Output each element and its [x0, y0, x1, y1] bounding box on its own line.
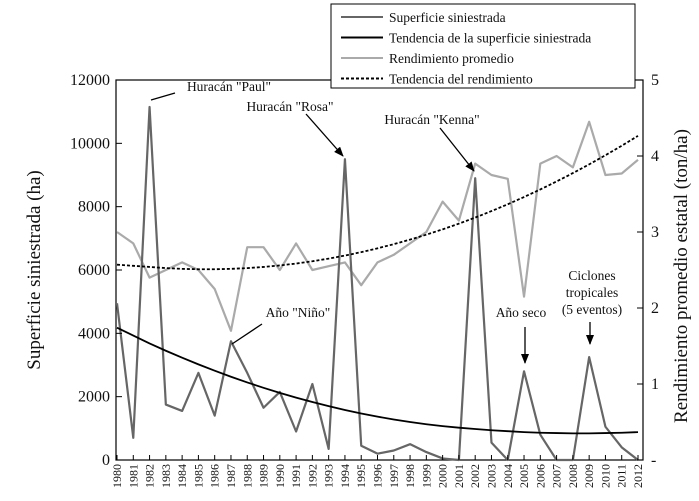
- x-axis-tick-label: 1984: [175, 464, 189, 488]
- x-axis-tick-label: 2010: [598, 464, 612, 488]
- left-axis-tick-label: 12000: [70, 72, 110, 89]
- legend: Superficie siniestrada Tendencia de la su…: [330, 3, 636, 89]
- left-axis-tick-label: 8000: [78, 199, 110, 216]
- annotation-ciclones-text: tropicales: [566, 285, 618, 300]
- x-axis-tick-label: 1995: [354, 464, 368, 488]
- x-axis-tick-label: 2000: [436, 464, 450, 488]
- right-axis-tick-label: 2: [651, 300, 659, 317]
- x-axis-tick-label: 2008: [566, 464, 580, 488]
- x-axis-tick-label: 2004: [501, 464, 515, 488]
- plot-frame: [115, 79, 644, 461]
- x-axis-tick-label: 2007: [550, 464, 564, 488]
- left-axis-tick-label: 10000: [70, 135, 110, 152]
- series-line-1: [116, 326, 639, 435]
- x-axis-tick-label: 1982: [143, 464, 157, 488]
- x-axis-tick-label: 1988: [240, 464, 254, 488]
- left-axis-tick-label: 4000: [78, 325, 110, 342]
- x-axis-tick-label: 2002: [468, 464, 482, 488]
- legend-label: Tendencia de la superficie siniestrada: [389, 31, 591, 46]
- left-axis-tick-label: 6000: [78, 262, 110, 279]
- series-line-2: [116, 120, 639, 332]
- annotation-kenna-arrow: [439, 127, 475, 172]
- x-axis-tick-label: 1981: [126, 464, 140, 488]
- annotation-nino-text: Año "Niño": [266, 305, 331, 320]
- x-axis-tick-label: 1980: [110, 464, 124, 488]
- x-axis-tick-label: 1987: [224, 464, 238, 488]
- x-axis-tick-label: 1999: [419, 464, 433, 488]
- series-layer: [115, 105, 639, 462]
- x-axis-tick-label: 1997: [387, 464, 401, 488]
- x-axis-tick-label: 2006: [533, 464, 547, 488]
- left-axis-tick-label: 0: [102, 452, 110, 469]
- x-axis-tick-label: 1993: [322, 464, 336, 488]
- legend-label: Rendimiento promedio: [389, 51, 514, 66]
- x-axis-tick-label: 2012: [631, 464, 645, 488]
- x-axis-tick-label: 1985: [191, 464, 205, 488]
- x-axis-tick-label: 2001: [452, 464, 466, 488]
- plot-area: [115, 79, 644, 461]
- annotation-ciclones-text: (5 eventos): [562, 302, 622, 317]
- annotation-seco-text: Año seco: [496, 305, 547, 320]
- right-axis-tick-label: -: [651, 452, 656, 469]
- right-axis-tick-label: 4: [651, 148, 659, 165]
- x-axis-tick-label: 2009: [582, 464, 596, 488]
- annotation-rosa-arrow: [305, 113, 344, 157]
- annotation-paul-text: Huracán "Paul": [187, 79, 271, 94]
- annotation-layer: Huracán "Paul" Huracán "Rosa" Huracán "Ken…: [150, 79, 622, 364]
- x-axis-tick-label: 1998: [403, 464, 417, 488]
- right-axis-title: Rendimiento promedio estatal (ton/ha): [671, 129, 692, 423]
- series-line-3: [116, 135, 639, 271]
- right-axis-tick-label: 3: [651, 224, 659, 241]
- x-axis-tick-label: 1994: [338, 464, 352, 488]
- annotation-rosa-text: Huracán "Rosa": [246, 99, 333, 114]
- x-axis-tick-label: 2005: [517, 464, 531, 488]
- left-axis-title: Superficie siniestrada (ha): [24, 170, 45, 369]
- legend-label: Superficie siniestrada: [389, 10, 506, 25]
- right-axis-tick-label: 5: [651, 72, 659, 89]
- annotation-kenna-text: Huracán "Kenna": [384, 112, 479, 127]
- x-axis-tick-label: 2011: [615, 464, 629, 488]
- annotation-paul-arrow: [150, 92, 176, 101]
- left-axis-tick-label: 2000: [78, 389, 110, 406]
- x-axis-tick-label: 1990: [273, 464, 287, 488]
- legend-label: Tendencia del rendimiento: [389, 72, 533, 87]
- annotation-ciclones-text: Ciclones: [568, 268, 615, 283]
- annotation-nino-arrow: [231, 323, 263, 345]
- x-axis-tick-label: 1989: [257, 464, 271, 488]
- x-axis-tick-label: 1983: [159, 464, 173, 488]
- x-axis-tick-label: 1992: [305, 464, 319, 488]
- x-axis-tick-label: 1986: [208, 464, 222, 488]
- series-line-0: [115, 105, 639, 462]
- x-axis-tick-label: 1991: [289, 464, 303, 488]
- x-axis-tick-label: 1996: [371, 464, 385, 488]
- x-axis-tick-label: 2003: [484, 464, 498, 488]
- right-axis-tick-label: 1: [651, 376, 659, 393]
